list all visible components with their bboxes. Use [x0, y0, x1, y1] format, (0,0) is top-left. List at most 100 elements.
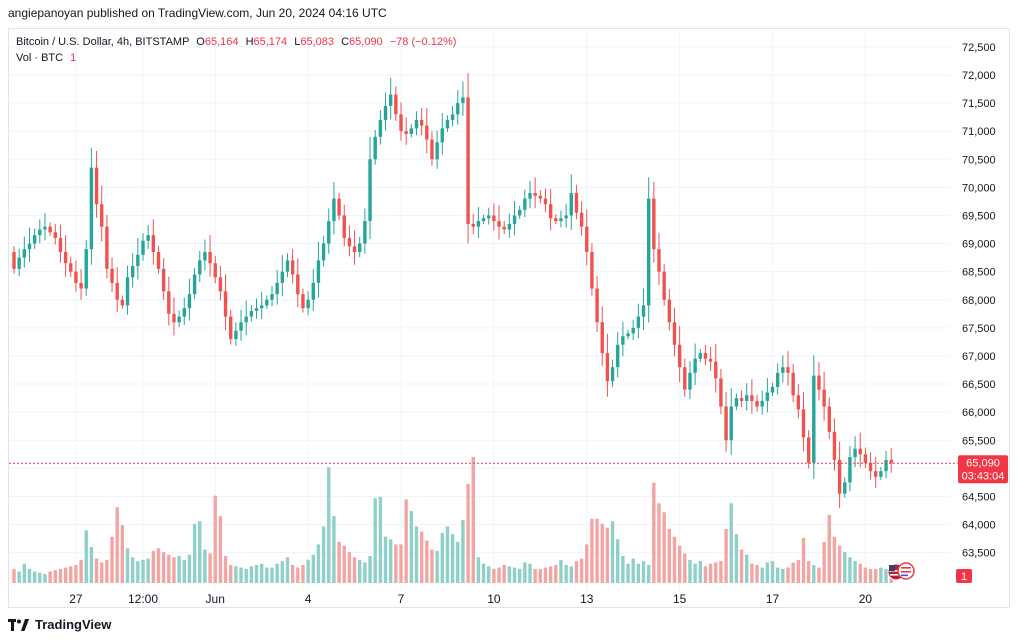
volume-bar [636, 563, 641, 583]
volume-bar [801, 538, 806, 583]
y-tick-label: 67,500 [962, 323, 996, 335]
candle-body [182, 308, 186, 317]
volume-bar [198, 521, 202, 583]
volume-bar [430, 549, 434, 583]
candle-body [270, 294, 274, 300]
candle-body [791, 372, 795, 396]
candle-body [43, 226, 47, 230]
volume-bar [223, 556, 228, 583]
volume-bar [843, 552, 847, 583]
candle-body [306, 299, 310, 309]
candle-body [476, 221, 481, 227]
price-badge-value: 65,090 [966, 457, 1000, 469]
volume-bar [533, 568, 537, 583]
candles [12, 73, 893, 509]
volume-bar [352, 557, 357, 583]
volume-bar [791, 562, 795, 583]
x-tick-label: 12:00 [128, 592, 158, 606]
candle-body [223, 291, 228, 317]
candle-body [167, 291, 171, 314]
volume-bar [89, 547, 94, 583]
volume-bar [868, 568, 873, 583]
volume-bar [192, 523, 197, 583]
candle-body [125, 277, 130, 306]
candle-body [610, 367, 615, 382]
volume-bar [765, 562, 770, 583]
volume-bar [110, 536, 114, 583]
tradingview-logo-icon [8, 618, 29, 631]
candle-body [301, 294, 305, 309]
candle-body [213, 263, 217, 278]
volume-bar [585, 544, 589, 583]
y-tick-label: 66,500 [962, 379, 996, 391]
volume-bar [125, 548, 130, 583]
legend-price-row: Bitcoin / U.S. Dollar, 4h, BITSTAMP O 65,… [16, 34, 456, 50]
volume-bar [657, 503, 661, 583]
candle-body [450, 114, 455, 120]
volume-bar [832, 536, 837, 583]
legend-open-label: O [196, 36, 205, 48]
volume-bar [22, 563, 27, 583]
legend-volume-label[interactable]: Vol · BTC [16, 52, 64, 64]
candle-body [69, 263, 73, 272]
volume-bar [17, 571, 21, 583]
price-axis[interactable]: 63,50064,00064,50065,00065,50066,00066,5… [962, 42, 996, 560]
economic-events-icon[interactable] [897, 562, 915, 580]
volume-bar [497, 567, 501, 583]
volume-bar [270, 567, 274, 583]
volume-bar [69, 566, 73, 583]
candle-body [208, 251, 212, 264]
volume-bar [734, 534, 739, 583]
legend-symbol[interactable]: Bitcoin / U.S. Dollar, 4h, BITSTAMP [16, 36, 190, 48]
candle-body [187, 294, 192, 309]
x-tick-label: 17 [766, 592, 780, 606]
volume-bar [342, 545, 346, 583]
candle-body [53, 232, 57, 238]
candle-body [316, 260, 321, 283]
volume-bar [213, 495, 217, 583]
candle-body [843, 482, 847, 494]
candle-body [409, 128, 414, 134]
candle-body [569, 192, 573, 216]
volume-bar [631, 558, 635, 583]
footer-brand[interactable]: TradingView [8, 617, 111, 632]
candle-body [337, 198, 341, 216]
volume-bar [105, 559, 109, 583]
candle-body [94, 167, 99, 205]
candle-body [218, 277, 223, 292]
candle-body [688, 372, 692, 390]
candle-body [466, 97, 470, 224]
candle-body [265, 299, 269, 306]
volume-bar [662, 512, 666, 583]
volume-bar [363, 562, 367, 583]
y-tick-label: 68,500 [962, 267, 996, 279]
volume-bar [130, 557, 135, 583]
candle-body [765, 392, 770, 401]
candle-body [32, 235, 37, 244]
volume-bar [616, 539, 620, 583]
volume-bar [43, 574, 47, 583]
candle-body [89, 167, 94, 250]
candle-body [786, 367, 790, 373]
candle-body [130, 266, 135, 278]
volume-bar [817, 567, 821, 583]
candle-body [523, 198, 527, 210]
volume-bar [136, 561, 140, 583]
candle-body [667, 299, 672, 323]
candle-body [172, 313, 176, 323]
candle-body [100, 204, 104, 227]
candle-body [497, 221, 501, 227]
candle-body [63, 251, 68, 264]
y-tick-label: 71,000 [962, 126, 996, 138]
candle-body [538, 195, 543, 199]
time-axis[interactable]: 27 12:00 Jun 4 7 10 13 15 17 20 [69, 592, 872, 606]
candle-body [342, 215, 346, 238]
y-tick-label: 69,000 [962, 239, 996, 251]
candle-body [564, 215, 568, 219]
candle-body [729, 406, 733, 441]
volume-bar [564, 565, 568, 583]
candle-body [383, 105, 388, 120]
volume-bar [688, 559, 692, 583]
legend-close-value: 65,090 [349, 36, 383, 48]
